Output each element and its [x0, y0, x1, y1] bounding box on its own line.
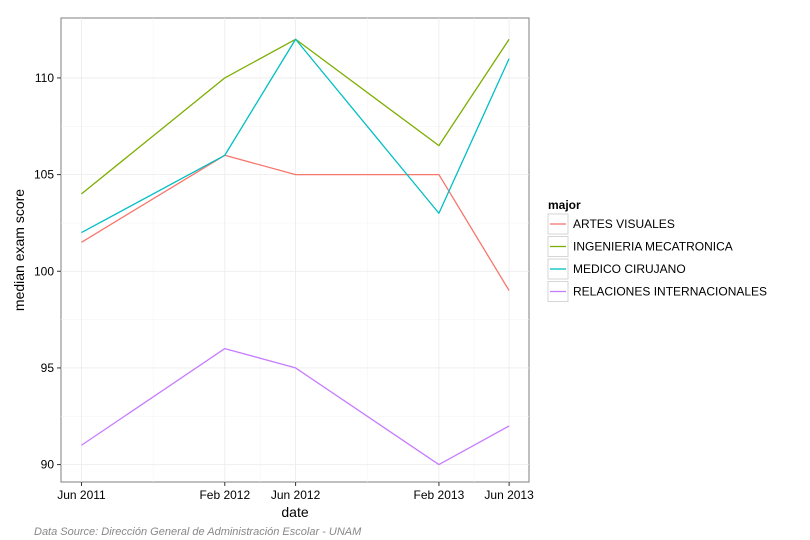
legend-item: MEDICO CIRUJANO [547, 258, 686, 280]
legend-label: ARTES VISUALES [573, 217, 675, 231]
series-line [81, 38, 510, 234]
plot-panel [60, 17, 530, 483]
y-tick-label: 105 [34, 168, 54, 182]
x-tick-label: Jun 2011 [57, 488, 106, 502]
y-axis-title: median exam score [11, 189, 27, 311]
legend-item: ARTES VISUALES [547, 213, 675, 235]
x-tick-label: Jun 2012 [271, 488, 321, 502]
legend-item: RELACIONES INTERNACIONALES [547, 281, 767, 302]
y-tick-label: 95 [41, 361, 55, 375]
legend: major ARTES VISUALES INGENIERIA MECATRONI… [547, 198, 767, 302]
legend-label: RELACIONES INTERNACIONALES [573, 285, 767, 299]
legend-title: major [548, 198, 581, 212]
x-tick-label: Feb 2012 [199, 488, 250, 502]
x-tick-label: Jun 2013 [484, 488, 534, 502]
legend-label: MEDICO CIRUJANO [573, 262, 686, 276]
legend-item: INGENIERIA MECATRONICA [547, 236, 733, 257]
axes: 90 95 100 105 110 Jun 2011 Feb 2012 Jun 2012 Feb… [34, 71, 534, 502]
series-line [81, 154, 510, 291]
series-line [81, 347, 510, 466]
series-lines [81, 38, 510, 466]
x-axis-title: date [281, 504, 308, 520]
legend-label: INGENIERIA MECATRONICA [573, 240, 733, 254]
y-tick-label: 90 [41, 458, 55, 472]
x-tick-label: Feb 2013 [414, 488, 465, 502]
y-tick-label: 110 [35, 71, 54, 85]
data-source-caption: Data Source: Dirección General de Admini… [34, 526, 362, 538]
y-tick-label: 100 [34, 264, 54, 278]
